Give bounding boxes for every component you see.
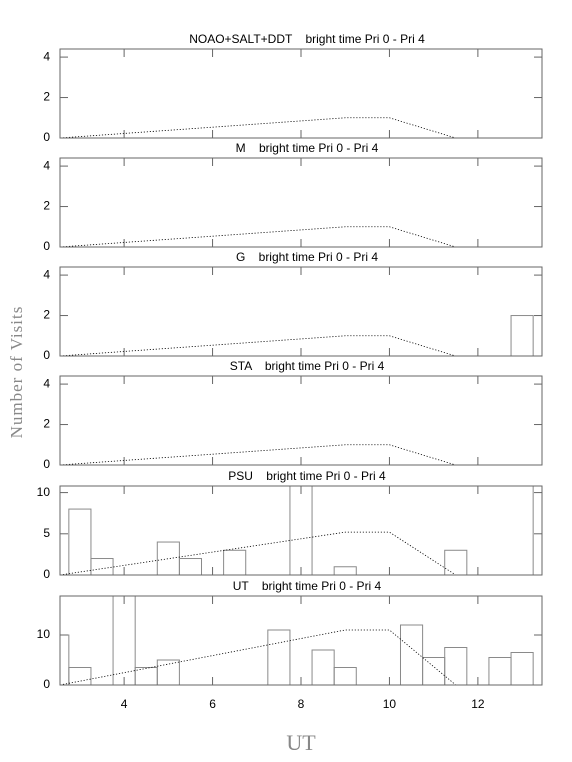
y-tick-label: 2: [43, 308, 50, 322]
panel-frame: [59, 375, 543, 466]
histogram-bar: [333, 667, 357, 685]
histogram-bar: [267, 629, 291, 685]
y-tick-label: 0: [43, 457, 50, 471]
y-tick-label: 2: [43, 199, 50, 213]
model-line: [60, 444, 456, 465]
panel-title: NOAO+SALT+DDT bright time Pri 0 - Pri 4: [189, 32, 425, 46]
plot-area: [60, 226, 456, 247]
panel-title: STA bright time Pri 0 - Pri 4: [230, 359, 385, 373]
histogram-bar: [156, 541, 180, 575]
y-tick-label: 5: [43, 526, 50, 540]
model-line: [60, 629, 457, 685]
x-tick-label: 6: [209, 697, 216, 711]
histogram-bar: [444, 647, 468, 685]
plot-area: [60, 486, 542, 575]
model-line: [60, 226, 456, 247]
model-line: [60, 335, 456, 356]
y-tick-label: 0: [43, 130, 50, 144]
y-tick-label: 0: [43, 677, 50, 691]
y-tick-label: 10: [37, 627, 51, 641]
plot-area: [60, 596, 534, 685]
histogram-bar: [510, 315, 534, 356]
y-tick-label: 0: [43, 348, 50, 362]
histogram-bar: [444, 549, 468, 575]
histogram-bar: [532, 486, 542, 575]
y-tick-label: 4: [43, 376, 50, 390]
y-axis-label: Number of Visits: [7, 306, 26, 439]
x-tick-label: 8: [298, 697, 305, 711]
histogram-bar: [311, 649, 335, 685]
panel-title: UT bright time Pri 0 - Pri 4: [233, 579, 382, 593]
panel-frame: [59, 266, 543, 357]
panel-frame: [59, 485, 543, 576]
y-tick-label: 0: [43, 239, 50, 253]
histogram-bar: [60, 634, 70, 685]
panel-frame: [59, 595, 543, 686]
histogram-bar: [134, 667, 158, 685]
histogram-bar: [223, 549, 247, 575]
y-tick-label: 4: [43, 49, 50, 63]
histogram-bar: [488, 657, 512, 685]
x-tick-label: 10: [383, 697, 397, 711]
y-tick-label: 2: [43, 90, 50, 104]
histogram-bar: [156, 659, 180, 685]
x-axis-label: UT: [286, 730, 316, 755]
model-line: [60, 531, 456, 575]
y-tick-label: 2: [43, 417, 50, 431]
x-tick-label: 12: [471, 697, 485, 711]
histogram-bar: [399, 624, 424, 685]
panel-frame: [59, 48, 543, 139]
plot-area: [60, 315, 534, 356]
y-tick-label: 4: [43, 267, 50, 281]
panel-title: G bright time Pri 0 - Pri 4: [236, 250, 378, 264]
plot-area: [60, 444, 456, 465]
panel-frame: [59, 157, 543, 248]
model-line: [60, 117, 456, 138]
histogram-bar: [510, 652, 534, 685]
y-tick-label: 4: [43, 158, 50, 172]
histogram-bar: [68, 508, 92, 575]
histogram-bar: [112, 596, 136, 685]
histogram-bar: [289, 486, 313, 575]
histogram-bar: [90, 558, 114, 575]
histogram-bar: [68, 667, 92, 685]
x-tick-label: 4: [121, 697, 128, 711]
histogram-bar: [178, 558, 203, 575]
y-tick-label: 10: [37, 485, 51, 499]
histogram-bar: [422, 657, 446, 685]
plot-area: [60, 117, 456, 138]
y-tick-label: 0: [43, 567, 50, 581]
histogram-bar: [333, 566, 357, 575]
panel-title: PSU bright time Pri 0 - Pri 4: [228, 469, 386, 483]
panel-title: M bright time Pri 0 - Pri 4: [236, 141, 379, 155]
